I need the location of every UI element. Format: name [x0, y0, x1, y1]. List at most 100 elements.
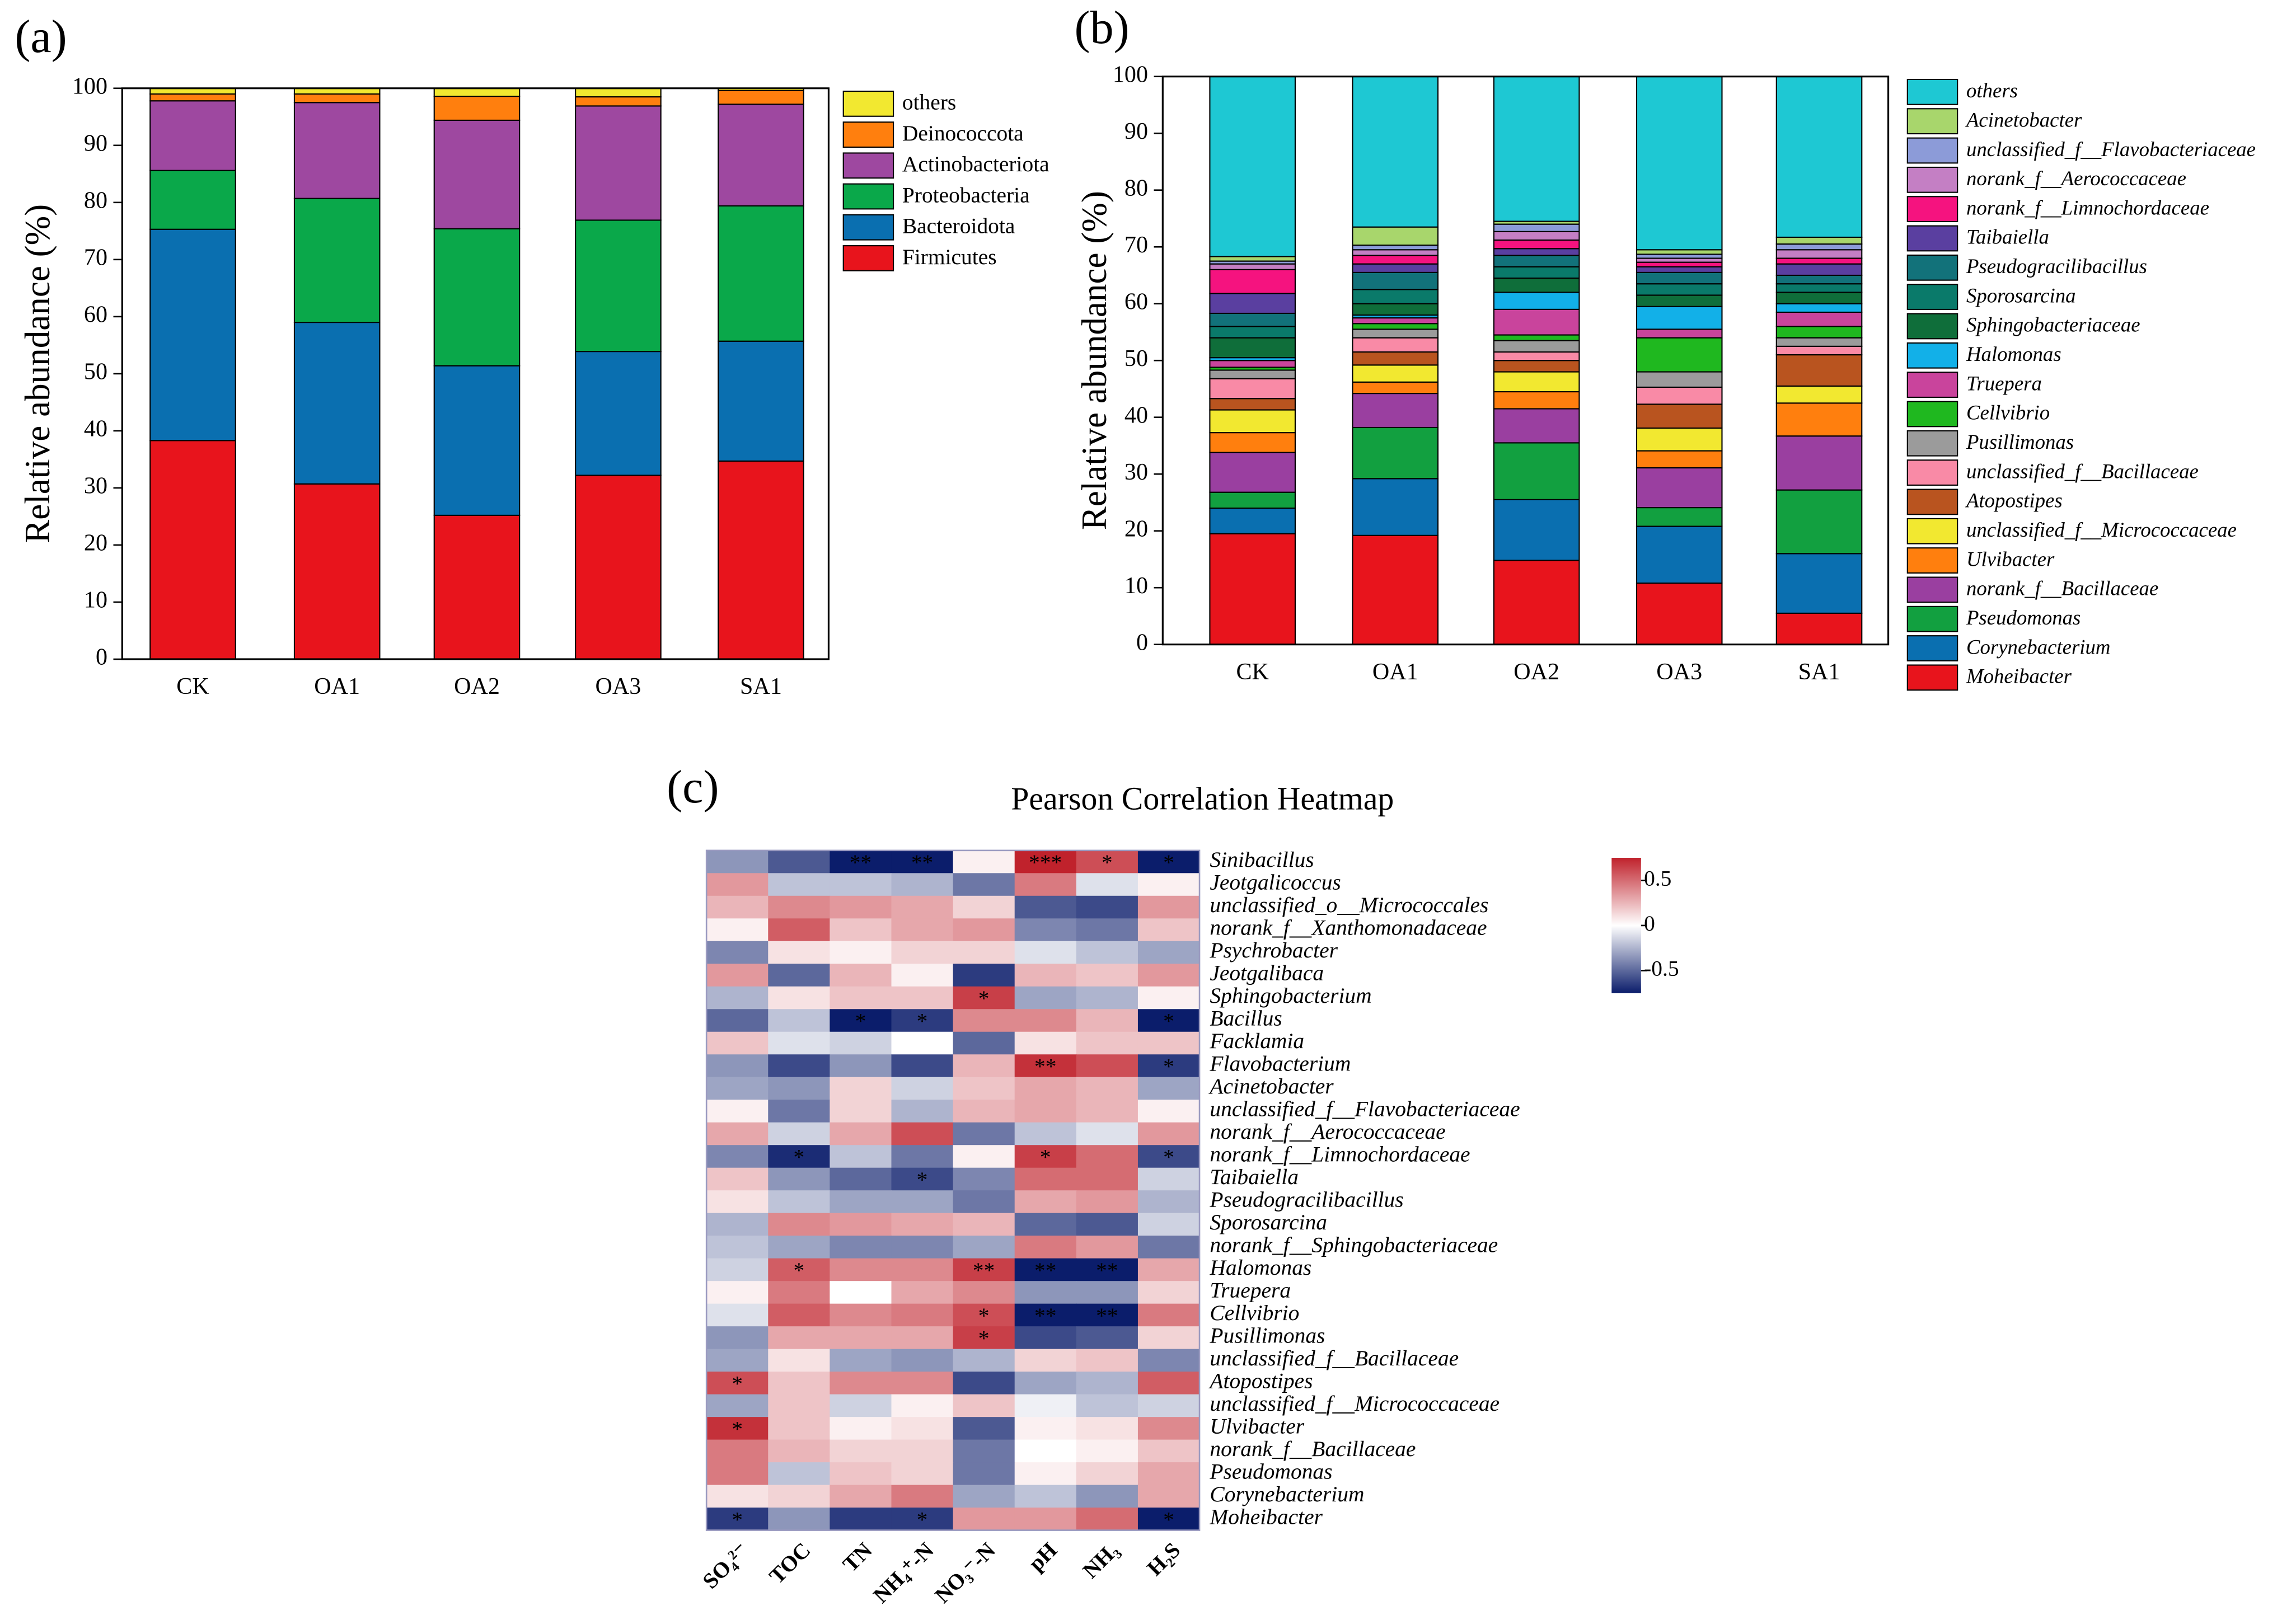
heatmap-cell — [1137, 1145, 1200, 1168]
bar-segment — [1493, 560, 1580, 645]
heatmap-cell — [1076, 1394, 1138, 1417]
heatmap-cell — [1014, 1031, 1077, 1055]
heatmap-cell — [953, 1054, 1015, 1078]
heatmap-cell — [1137, 1054, 1200, 1078]
row-label: Corynebacterium — [1210, 1482, 1364, 1506]
heatmap-cell — [1137, 1439, 1200, 1463]
heatmap-cell — [1076, 1485, 1138, 1508]
heatmap-cell — [1014, 1394, 1077, 1417]
heatmap-cell — [768, 1145, 831, 1168]
significance-mark: * — [732, 1371, 743, 1396]
heatmap-cell — [891, 1349, 954, 1372]
heatmap-cell — [953, 895, 1015, 919]
bar-segment — [1775, 243, 1863, 251]
colorbar-tick-label: 0.5 — [1644, 866, 1671, 890]
legend-label: Pseudogracilibacillus — [1966, 255, 2147, 278]
plot-frame — [1161, 76, 1890, 646]
heatmap-cell — [768, 1372, 831, 1395]
column-label: NO₃⁻-N — [930, 1538, 1000, 1608]
y-tick-label: 10 — [1124, 573, 1148, 599]
significance-mark: ** — [1034, 1258, 1056, 1283]
colorbar-tick-label: 0 — [1644, 911, 1655, 936]
legend-swatch — [842, 245, 894, 271]
row-label: Taibaiella — [1210, 1164, 1299, 1189]
significance-mark: *** — [1029, 850, 1062, 875]
bar-segment — [1352, 76, 1439, 228]
bar-segment — [575, 105, 662, 221]
legend-swatch — [1906, 254, 1958, 281]
bar-segment — [1209, 337, 1296, 359]
heatmap-cell — [953, 964, 1015, 987]
heatmap-cell — [1076, 986, 1138, 1010]
bar-segment — [1352, 426, 1439, 480]
bar-segment — [293, 102, 381, 199]
bar-segment — [1352, 245, 1439, 251]
heatmap-cell — [891, 1009, 954, 1032]
y-tick-label: 90 — [84, 130, 107, 156]
bar-segment — [293, 322, 381, 485]
heatmap-cell — [830, 1054, 892, 1078]
bar-segment — [1352, 317, 1439, 325]
heatmap-cell — [1014, 941, 1077, 965]
heatmap-cell — [830, 1508, 892, 1531]
legend-label: others — [902, 90, 956, 115]
bar-segment — [433, 228, 521, 367]
bar-segment — [1636, 271, 1723, 285]
bar-segment — [1493, 255, 1580, 267]
heatmap-cell — [891, 941, 954, 965]
heatmap-cell — [1137, 1349, 1200, 1372]
bar-segment — [149, 170, 236, 230]
x-tick-label: OA3 — [1656, 659, 1702, 685]
legend-swatch — [1906, 313, 1958, 340]
heatmap-cell — [953, 873, 1015, 896]
y-tick-label: 100 — [72, 73, 107, 99]
heatmap-cell — [1014, 1009, 1077, 1032]
heatmap-cell — [1014, 1439, 1077, 1463]
bar-segment — [1636, 467, 1723, 509]
row-label: Sporosarcina — [1210, 1210, 1327, 1234]
legend-swatch — [1906, 518, 1958, 544]
heatmap-cell — [1014, 1485, 1077, 1508]
heatmap-cell — [891, 1372, 954, 1395]
heatmap-cell — [1014, 1077, 1077, 1101]
legend-label: others — [1966, 79, 2018, 102]
bar-segment — [1209, 398, 1296, 411]
y-tick-label: 30 — [1124, 459, 1148, 485]
bar-segment — [1209, 256, 1296, 262]
heatmap-cell — [830, 1077, 892, 1101]
heatmap-cell — [1137, 1077, 1200, 1101]
bar-segment — [1352, 351, 1439, 366]
heatmap-cell — [706, 918, 769, 942]
heatmap-cell — [830, 1236, 892, 1259]
heatmap-cell — [1014, 873, 1077, 896]
heatmap-cell — [830, 895, 892, 919]
heatmap-cell — [1137, 1372, 1200, 1395]
legend-swatch — [1906, 284, 1958, 311]
heatmap-cell — [1076, 1326, 1138, 1350]
heatmap-cell — [891, 1213, 954, 1236]
heatmap-cell — [953, 1508, 1015, 1531]
bar-segment — [1493, 277, 1580, 293]
heatmap-cell — [830, 1122, 892, 1146]
legend-swatch — [1906, 605, 1958, 632]
y-tick-label: 50 — [84, 359, 107, 385]
row-label: Moheibacter — [1209, 1504, 1323, 1529]
heatmap-cell — [891, 1508, 954, 1531]
legend-label: unclassified_f__Bacillaceae — [1966, 459, 2199, 482]
heatmap-cell — [706, 986, 769, 1010]
heatmap-cell — [706, 1122, 769, 1146]
legend-label: Moheibacter — [1966, 665, 2072, 688]
heatmap-cell — [830, 1394, 892, 1417]
bar-segment — [1775, 345, 1863, 356]
legend-label: Deinococcota — [902, 121, 1024, 145]
bar-segment — [575, 475, 662, 660]
y-tick-label: 90 — [1124, 119, 1148, 144]
heatmap-cell — [891, 1417, 954, 1440]
heatmap-cell — [768, 1213, 831, 1236]
bar-segment — [1493, 442, 1580, 500]
heatmap-cell — [891, 1394, 954, 1417]
heatmap-cell — [706, 1100, 769, 1123]
legend-swatch — [1906, 137, 1958, 164]
significance-mark: * — [917, 1167, 928, 1192]
